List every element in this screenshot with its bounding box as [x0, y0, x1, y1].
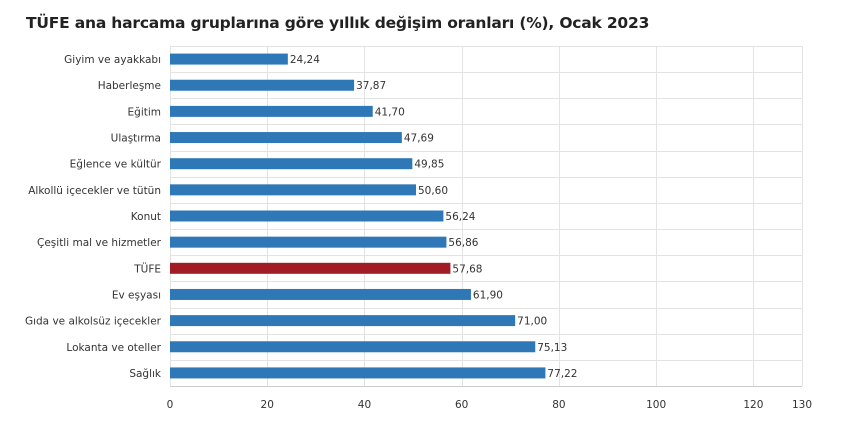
bar	[170, 79, 355, 91]
value-label: 61,90	[473, 289, 503, 301]
value-label: 37,87	[356, 80, 386, 92]
category-label: Ev eşyası	[112, 289, 161, 301]
bar	[170, 158, 413, 170]
x-tick-label: 100	[646, 399, 666, 411]
value-label: 47,69	[404, 133, 434, 145]
value-label: 57,68	[452, 263, 482, 275]
category-label: Konut	[131, 211, 161, 223]
bar	[170, 367, 546, 379]
x-tick-label: 120	[743, 399, 763, 411]
x-tick-label: 130	[792, 399, 812, 411]
category-label: Ulaştırma	[111, 133, 161, 145]
x-tick-label: 20	[261, 399, 274, 411]
chart-title: TÜFE ana harcama gruplarına göre yıllık …	[26, 14, 650, 32]
category-label: Gıda ve alkolsüz içecekler	[25, 316, 162, 328]
value-label: 49,85	[414, 159, 444, 171]
bar	[170, 341, 536, 353]
value-label: 75,13	[537, 342, 567, 354]
bar	[170, 315, 516, 327]
value-label: 56,24	[445, 211, 475, 223]
category-label: Alkollü içecekler ve tütün	[28, 185, 161, 197]
x-tick-label: 60	[455, 399, 468, 411]
value-label: 24,24	[290, 54, 320, 66]
category-label: Giyim ve ayakkabı	[64, 54, 161, 66]
category-label: Haberleşme	[98, 80, 161, 92]
category-label: Lokanta ve oteller	[66, 342, 161, 354]
category-label: Eğitim	[128, 106, 161, 118]
value-label: 56,86	[448, 237, 478, 249]
bar	[170, 105, 373, 117]
bar	[170, 288, 471, 300]
bar	[170, 53, 288, 65]
category-label: Çeşitli mal ve hizmetler	[37, 237, 162, 249]
bar	[170, 236, 447, 248]
bar	[170, 262, 451, 274]
category-label: TÜFE	[133, 262, 161, 275]
value-label: 71,00	[517, 316, 547, 328]
category-label: Eğlence ve kültür	[70, 159, 162, 171]
category-label: Sağlık	[129, 368, 162, 380]
value-label: 77,22	[547, 368, 577, 380]
x-tick-label: 40	[358, 399, 371, 411]
x-tick-label: 80	[552, 399, 565, 411]
bar	[170, 132, 402, 144]
bar	[170, 184, 416, 196]
value-label: 50,60	[418, 185, 448, 197]
x-tick-label: 0	[167, 399, 174, 411]
bar	[170, 210, 444, 222]
value-label: 41,70	[375, 106, 405, 118]
